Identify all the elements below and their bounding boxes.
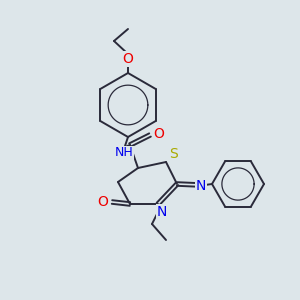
Text: S: S [169, 147, 177, 161]
Text: N: N [196, 179, 206, 193]
Text: N: N [157, 205, 167, 219]
Text: O: O [154, 127, 164, 141]
Text: O: O [98, 195, 108, 209]
Text: NH: NH [115, 146, 134, 160]
Text: O: O [123, 52, 134, 66]
